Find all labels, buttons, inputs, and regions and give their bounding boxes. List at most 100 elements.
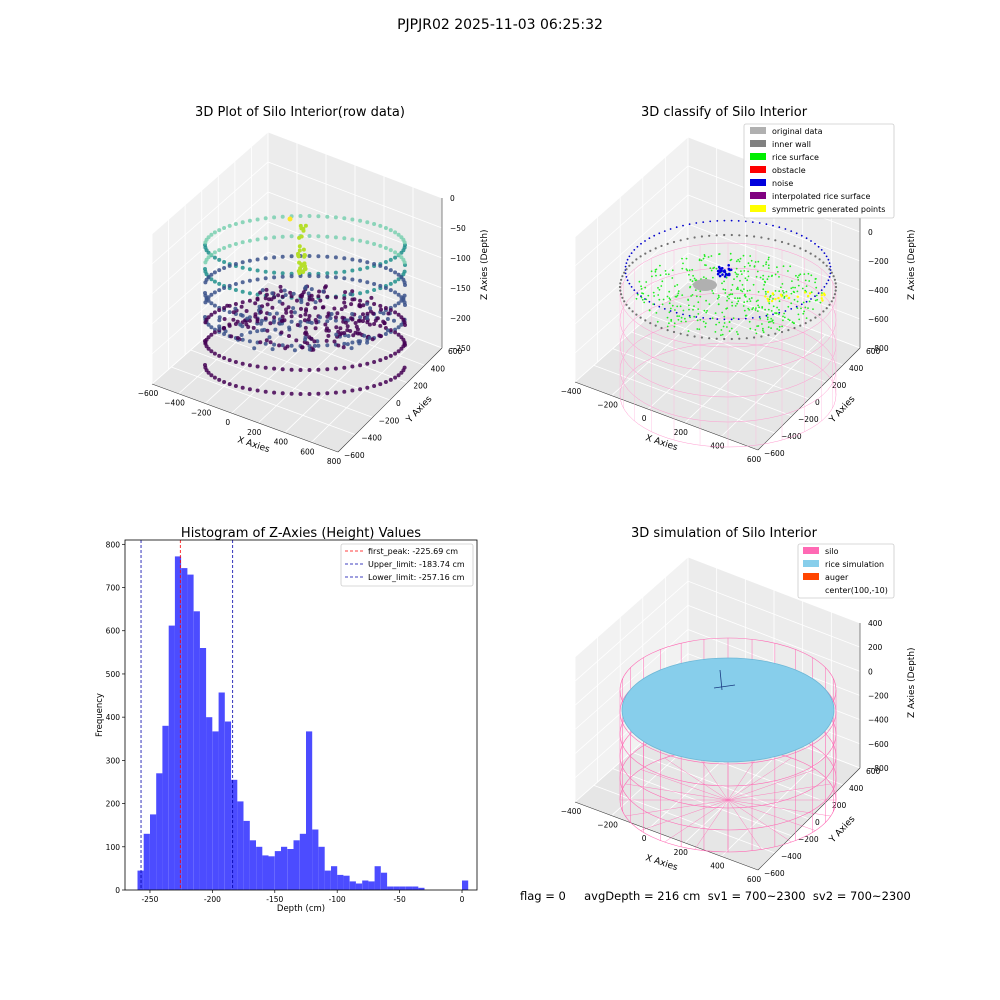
rice-surface-point [687,299,690,301]
z-axis-label: Z Axies (Depth) [907,229,917,300]
noise-point [805,300,808,303]
rice-surface-point [762,327,764,330]
rice-surface-point [767,267,770,269]
rice-surface-point [735,260,738,263]
panel-classify-3d: 3D classify of Silo Interior −400 −200 0 20… [561,105,917,464]
point [240,337,245,342]
inner-wall-point [628,264,631,267]
rice-surface-point [685,320,687,323]
grid-line [631,751,810,820]
rice-surface-point [697,308,700,310]
grid-line [151,191,443,295]
rice-surface-point [750,259,753,262]
point [313,305,318,310]
point [209,292,214,297]
rice-surface-point [782,290,784,292]
rice-surface-point [814,281,816,284]
tick-label: 0 [642,414,647,423]
point [311,347,316,352]
noise-point [751,317,754,319]
point [342,256,347,261]
inner-wall-point [639,255,642,258]
legend-label: obstacle [772,166,806,175]
rice-surface-point [737,288,739,290]
point [332,339,337,344]
bars [137,556,469,890]
bar [256,846,263,890]
x-tick-label: -50 [393,895,405,904]
point [239,304,244,309]
tick-label: −200 [868,692,889,701]
symmetric-point [770,299,774,303]
point [383,380,388,384]
chart-title: 3D Plot of Silo Interior(row data) [195,105,405,120]
point [279,289,284,293]
point [203,363,207,367]
point [372,302,377,306]
rice-surface-point [810,291,813,294]
rice-surface-point [767,326,770,328]
rice-surface-point [699,318,702,321]
point [307,297,312,302]
noise-point [720,266,724,270]
symmetric-point [807,294,810,298]
rice-surface-point [797,313,800,316]
point [297,244,302,249]
rice-surface-point [668,322,670,325]
bar [156,773,163,890]
point [289,319,294,324]
point [239,312,243,317]
point [299,234,304,239]
point [302,318,307,323]
rice-surface-point [722,288,725,291]
point [247,291,252,296]
point [209,277,214,282]
rice-surface-point [803,310,805,313]
inner-wall-point [793,326,796,330]
y-axis-label: Y Axies [404,394,434,426]
inner-wall-point [715,337,718,340]
point [365,340,370,345]
rice-surface-point [821,292,823,294]
point [301,247,306,252]
y-tick-label: 800 [106,540,121,549]
point [217,308,222,313]
noise-point [800,234,803,237]
point [368,306,373,311]
point [388,328,393,333]
noise-point [721,273,724,276]
rice-surface-point [728,293,731,296]
noise-point [640,242,642,245]
point [258,290,263,295]
point [255,217,260,222]
point [358,218,363,223]
rice-surface-point [769,296,771,298]
tick-label: 0 [642,834,647,843]
rice-surface-point [740,270,742,273]
point [272,275,277,280]
rice-surface-point [782,291,785,294]
noise-point [624,265,627,268]
point [316,367,321,372]
point [378,283,383,288]
rice-surface-point [705,311,708,314]
tick-label: 0 [868,228,873,237]
symmetric-point [803,291,807,294]
point [212,279,217,284]
point [370,337,375,342]
inner-wall-point [686,237,689,240]
point [321,289,326,294]
noise-point [828,276,831,278]
rice-surface-point [693,305,695,307]
noise-point [810,298,812,300]
inner-wall-point [635,313,638,316]
noise-point [695,316,698,318]
rice-surface-point [757,291,760,293]
tick-label: −800 [868,764,889,773]
rice-surface-point [685,257,688,260]
noise-point [805,237,808,240]
legend-frame [340,543,474,587]
rice-surface-point [778,313,780,316]
inner-wall-point [679,239,682,242]
rice-surface-point [802,312,805,315]
